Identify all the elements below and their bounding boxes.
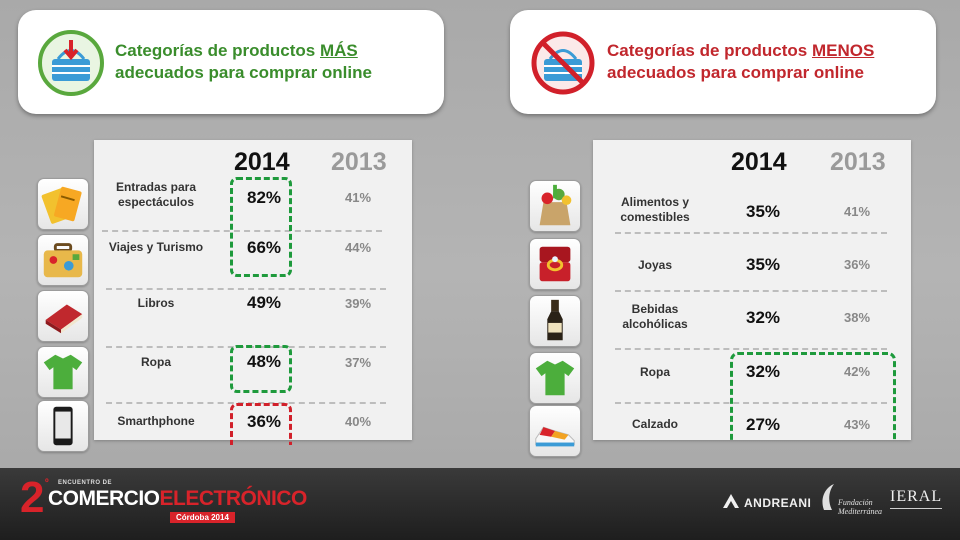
category-label: Ropa [141,355,171,369]
event-logo: 2 º ENCUENTRO DE COMERCIOELECTRÓNICO Cór… [20,473,307,523]
best-categories-header: Categorías de productos MÁS adecuados pa… [18,10,444,114]
title-emphasis: MÁS [319,41,358,60]
value-2014: 35% [745,202,781,221]
worst-categories-header: Categorías de productos MENOS adecuados … [510,10,936,114]
smartphone-icon [37,400,89,452]
value-2013: 37% [344,355,372,370]
value-2014: 35% [745,255,781,274]
best-categories-table: 2014 2013 Entradas para espectáculos 82%… [94,140,412,445]
year-2014-header: 2014 [234,148,290,176]
highlight-box-green [730,352,896,440]
book-icon [37,290,89,342]
value-2013: 41% [843,204,871,219]
value-2014: 48% [246,352,282,371]
shopping-basket-prohibited-icon [530,30,596,96]
value-2013: 40% [344,414,372,429]
suitcase-icon [37,234,89,286]
tshirt-icon [529,352,581,404]
year-2014-header: 2014 [731,148,787,176]
row-divider [102,230,382,232]
year-2013-header: 2013 [331,148,387,176]
row-divider [615,232,887,234]
category-label: Alimentos y comestibles [620,195,690,224]
category-label: Ropa [640,365,670,379]
sponsor-logo-ieral: IERAL [890,486,950,512]
shopping-basket-approved-icon [38,30,104,96]
sneaker-icon [529,405,581,457]
andreani-logo-icon [723,494,739,508]
value-2013: 44% [344,240,372,255]
row-divider [106,288,386,290]
year-2013-header: 2013 [830,148,886,176]
category-label: Bebidas alcohólicas [622,302,688,331]
highlight-box-green [230,345,292,393]
groceries-icon [529,180,581,232]
category-label: Calzado [631,417,678,431]
tickets-icon [37,178,89,230]
ring-box-icon [529,238,581,290]
value-2014: 32% [745,362,781,381]
fundacion-logo-icon [822,484,834,510]
value-2014: 27% [745,415,781,434]
footer-bar: 2 º ENCUENTRO DE COMERCIOELECTRÓNICO Cór… [0,468,960,540]
worst-categories-table: 2014 2013 Alimentos y comestibles 35% 41… [593,140,911,440]
highlight-box-red [230,403,292,445]
value-2014: 49% [246,293,282,312]
value-2014: 66% [246,238,282,257]
row-divider [615,290,887,292]
bottle-icon [529,295,581,347]
row-divider [615,348,887,350]
value-2013: 38% [843,310,871,325]
category-label: Smarthphone [117,414,195,428]
tshirt-icon [37,346,89,398]
category-label: Entradas para espectáculos [115,180,197,209]
category-label: Libros [137,296,175,310]
value-2014: 82% [246,188,282,207]
value-2013: 39% [344,296,372,311]
best-categories-title: Categorías de productos MÁS adecuados pa… [115,41,372,82]
worst-categories-title: Categorías de productos MENOS adecuados … [607,41,875,82]
category-label: Joyas [637,258,673,272]
row-divider [615,402,887,404]
value-2014: 36% [246,412,282,431]
value-2013: 41% [344,190,372,205]
value-2014: 32% [745,308,781,327]
category-label: Viajes y Turismo [108,240,204,254]
highlight-box-green [230,177,292,277]
value-2013: 36% [843,257,871,272]
sponsor-logo-andreani: ANDREANI [722,492,812,512]
value-2013: 43% [843,417,871,432]
value-2013: 42% [843,364,871,379]
sponsor-logo-fundacion: Fundación Mediterránea [818,482,888,522]
title-emphasis: MENOS [811,41,875,60]
